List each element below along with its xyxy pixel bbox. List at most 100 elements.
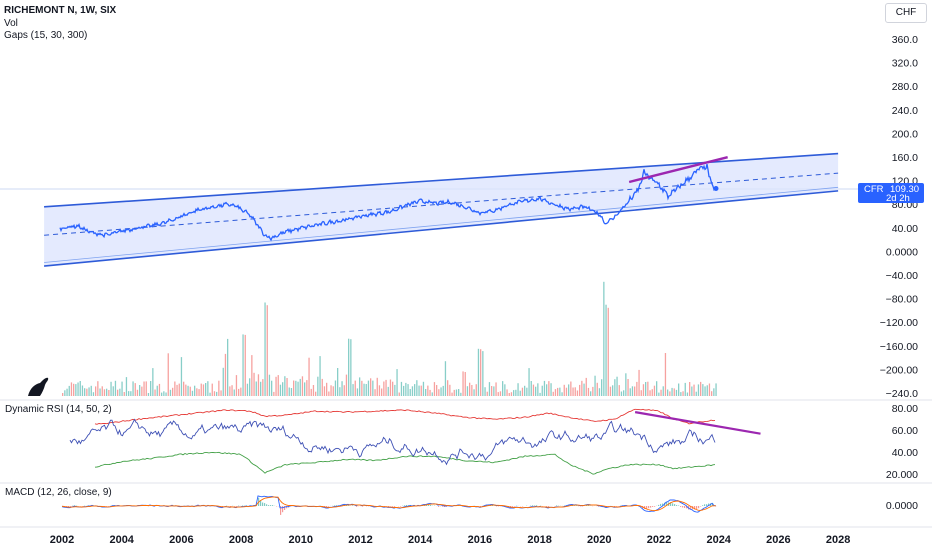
logo-shape [28,378,48,396]
volume-bar [190,387,191,396]
volume-bar [361,381,362,396]
volume-bar [62,393,63,396]
macd-histogram-bar [702,505,703,506]
volume-bar [69,386,70,396]
macd-axis-tick: 0.0000 [886,500,918,512]
volume-bar [93,392,94,396]
volume-bar [253,373,254,396]
volume-bar [176,385,177,396]
volume-bar [113,386,114,396]
volume-bar [405,383,406,396]
macd-histogram-bar [404,505,405,506]
time-axis-tick: 2018 [527,534,551,546]
volume-bar [515,390,516,396]
volume-bar [414,384,415,396]
volume-bar [88,387,89,396]
volume-bar [264,303,265,397]
volume-bar [240,388,241,396]
volume-bar [520,391,521,396]
volume-bar [172,388,173,396]
volume-bar [185,385,186,396]
macd-histogram-bar [684,506,685,508]
volume-bar [707,385,708,396]
volume-bar [157,386,158,396]
macd-histogram-bar [532,505,533,506]
price-axis-tick: −240.0 [886,388,919,400]
volume-bar [146,381,147,396]
volume-bar [293,381,294,397]
macd-histogram-bar [660,504,661,506]
price-axis-tick: 360.0 [892,34,918,46]
volume-bar [454,390,455,396]
volume-bar [359,377,360,396]
volume-bar [612,385,613,396]
vol-legend[interactable]: Vol [4,18,18,29]
volume-bar [297,382,298,396]
price-axis-tick: 40.00 [892,223,918,235]
time-axis-tick: 2016 [468,534,492,546]
macd-histogram-bar [266,504,267,506]
volume-bar [416,380,417,396]
volume-bar [328,392,329,397]
volume-bar [308,358,309,396]
volume-bar [383,382,384,397]
volume-bar [159,384,160,396]
volume-bar [84,388,85,396]
volume-bar [451,393,452,396]
volume-bar [676,390,677,396]
volume-bar [234,390,235,397]
symbol-title[interactable]: RICHEMONT N, 1W, SIX [4,5,116,16]
volume-bar [511,392,512,396]
volume-bar [394,385,395,396]
macd-histogram-bar [556,505,557,506]
volume-bar [91,386,92,396]
macd-histogram-bar [352,505,353,506]
volume-bar [355,381,356,396]
volume-bar [709,384,710,397]
macd-histogram-bar [264,503,265,506]
volume-bar [73,384,74,396]
volume-bar [513,390,514,396]
volume-bar [388,387,389,396]
volume-bar [533,385,534,396]
regression-channel[interactable] [44,154,838,266]
volume-bar [698,384,699,396]
price-axis-tick: 320.0 [892,58,918,70]
volume-bar [374,389,375,396]
volume-bar [278,375,279,396]
volume-bar [504,384,505,396]
volume-bar [619,385,620,396]
macd-histogram-bar [534,506,535,507]
volume-bar [447,380,448,396]
volume-bar [271,381,272,396]
price-axis[interactable]: 360.0320.0280.0240.0200.0160.0120.080.00… [880,34,918,512]
volume-bar [489,382,490,396]
volume-bar [636,382,637,396]
volume-bar [581,381,582,396]
volume-bar [183,382,184,396]
macd-histogram-bar [282,506,283,512]
currency-button[interactable]: CHF [885,3,927,23]
rsi-upper-band [95,409,715,424]
volume-bar [104,389,105,396]
tradingview-logo-icon[interactable] [28,378,48,396]
volume-bar [135,383,136,396]
macd-pane [62,496,717,515]
volume-bar [542,386,543,396]
gaps-legend[interactable]: Gaps (15, 30, 300) [4,30,87,41]
price-tag-ticker: CFR [864,184,884,195]
volume-bar [311,389,312,396]
volume-bar [392,382,393,396]
volume-bar [575,387,576,396]
volume-bar [350,339,351,396]
volume-bar [616,377,617,396]
macd-histogram-bar [262,503,263,507]
volume-bar [544,381,545,396]
rsi-axis-tick: 20.000 [886,469,918,481]
volume-bar [141,387,142,396]
volume-bar [526,388,527,396]
volume-bar [370,378,371,396]
